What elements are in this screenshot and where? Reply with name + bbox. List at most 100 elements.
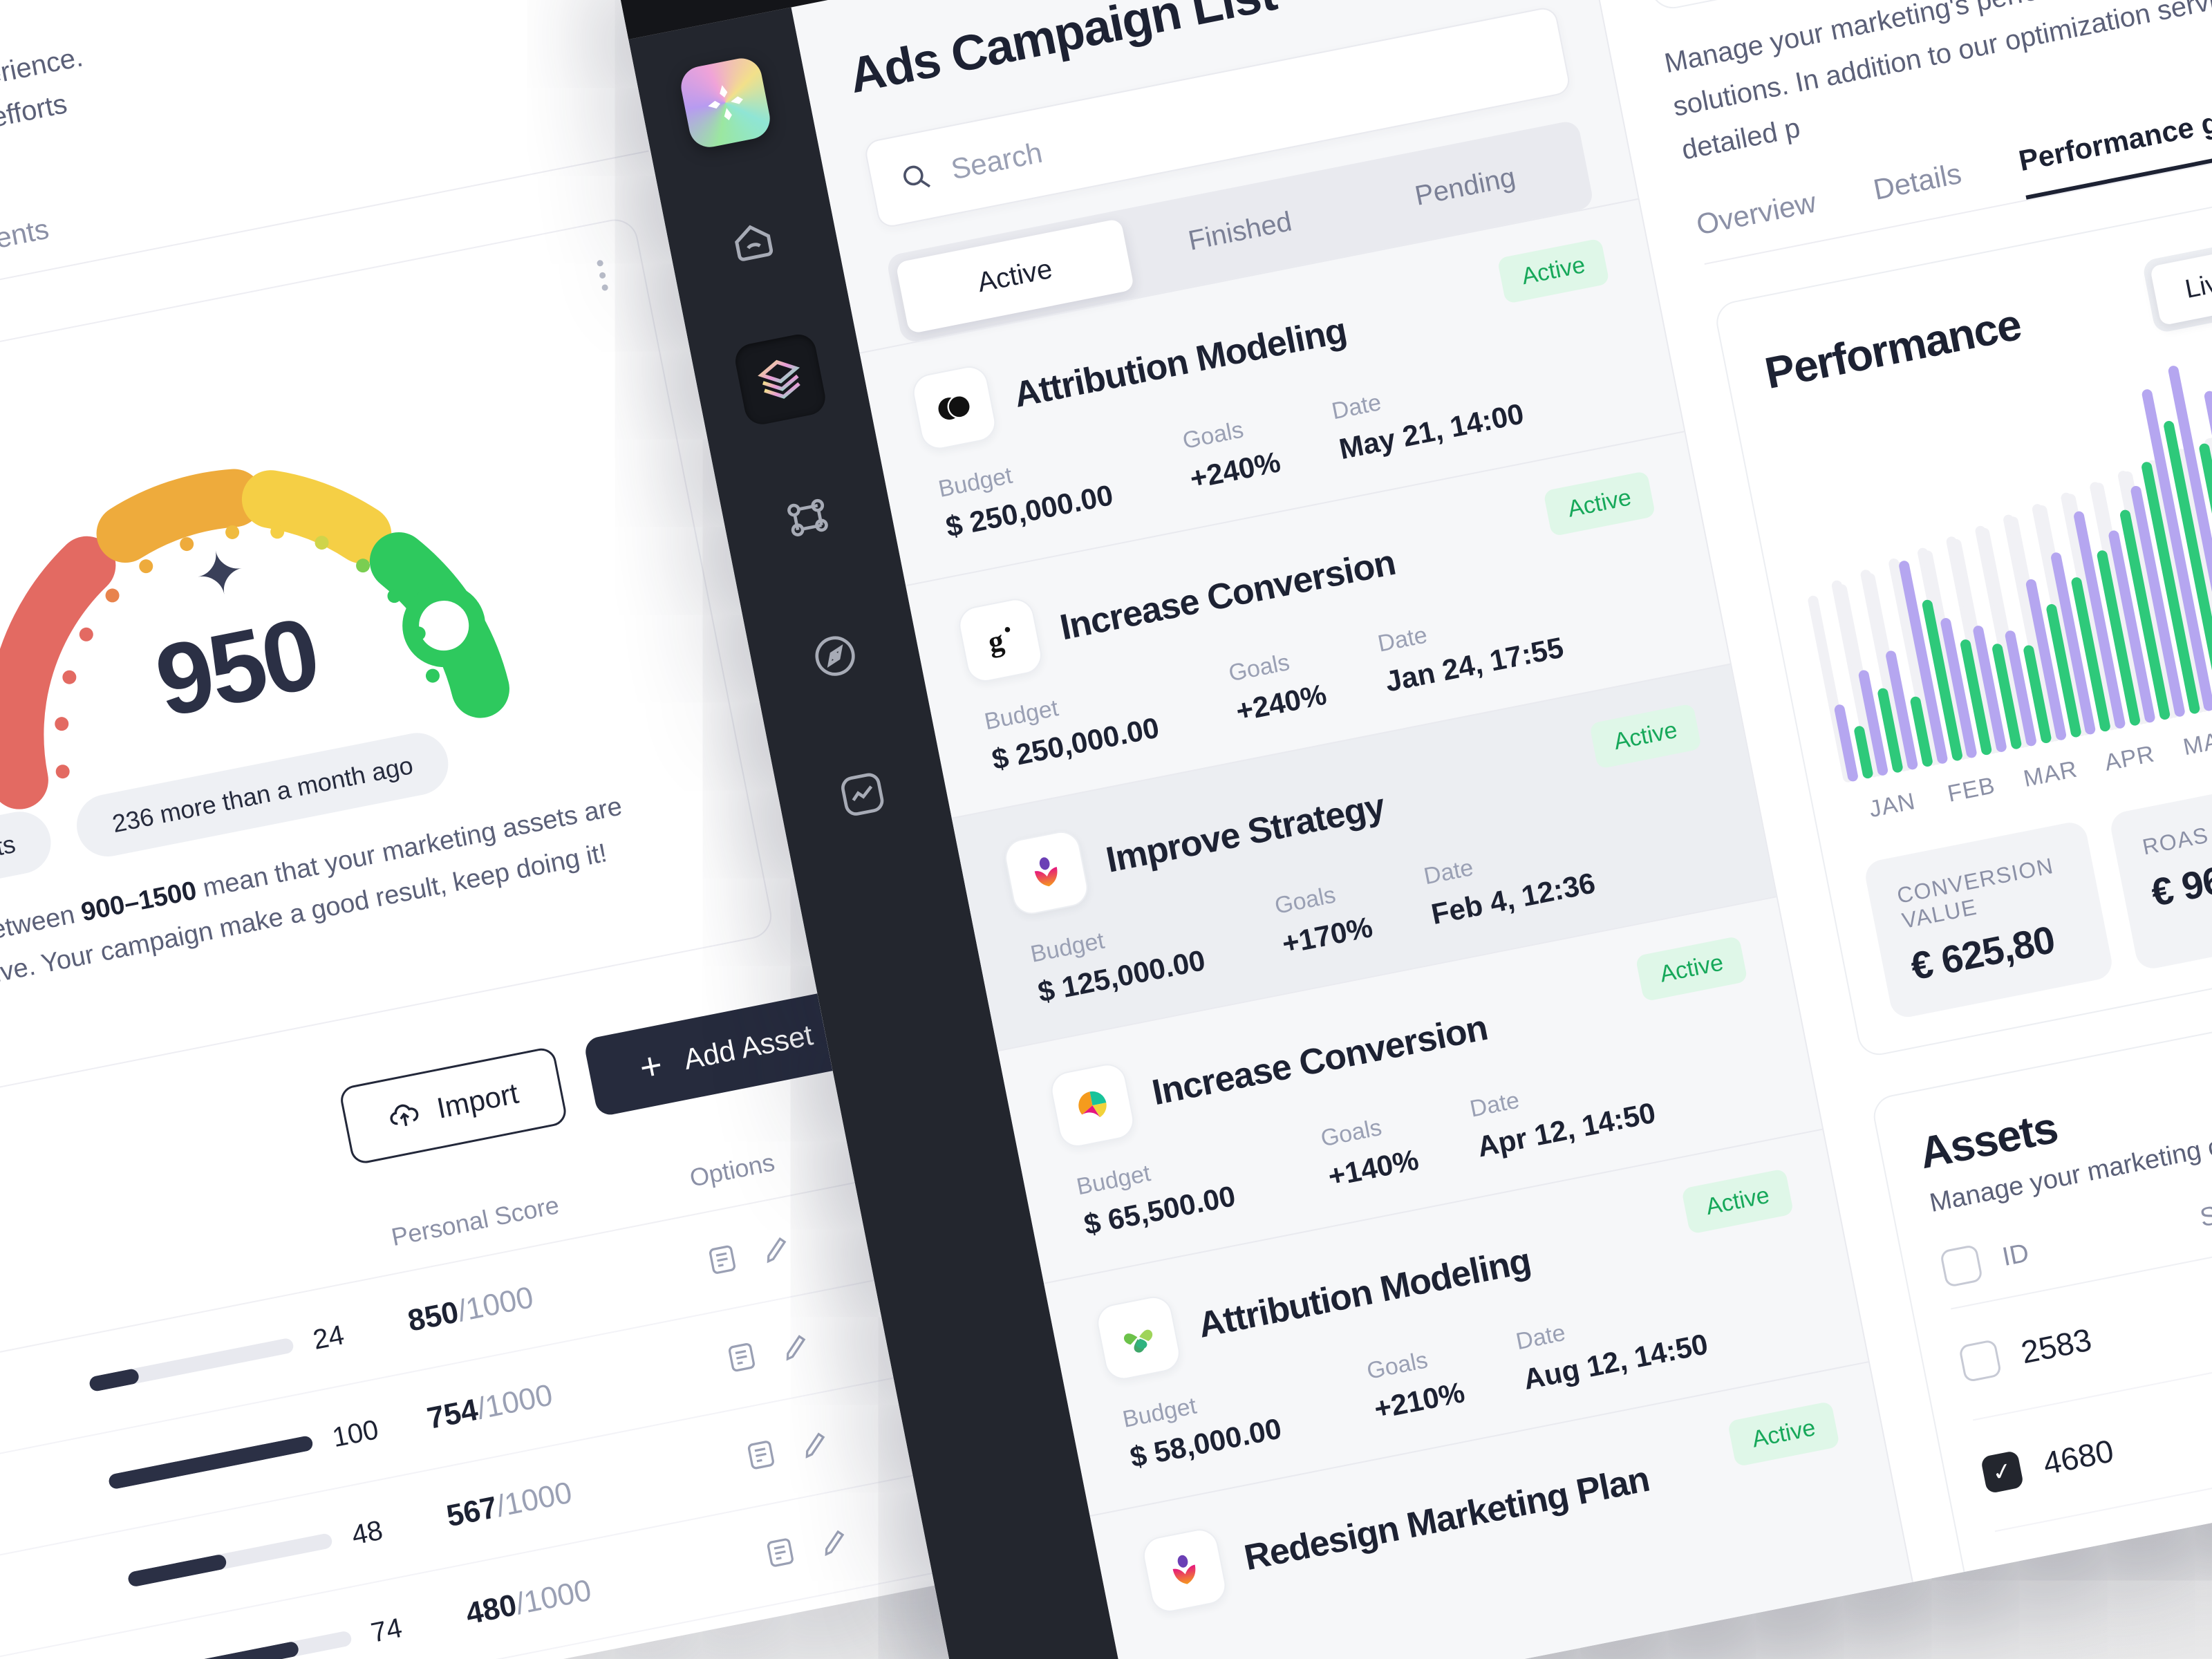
campaign-name: Improve Strategy (1103, 786, 1388, 881)
document-actions: Import Add Asset (0, 987, 865, 1277)
import-label: Import (433, 1076, 521, 1125)
import-button[interactable]: Import (338, 1045, 569, 1166)
performance-title: Performance (1761, 299, 2025, 398)
progress-value: 48 (349, 1515, 386, 1551)
sparkle-diamond-icon (708, 85, 743, 120)
assets-score-table: ss Personal Score Options 24850/10001007… (0, 1116, 1019, 1659)
note-icon[interactable] (704, 1241, 741, 1278)
campaign-logo (1002, 828, 1091, 918)
row-checkbox[interactable]: ✓ (1980, 1450, 2025, 1494)
search-icon (903, 165, 931, 188)
sidebar-rail (628, 7, 1134, 1659)
search-input[interactable]: Search (863, 5, 1572, 229)
row-name (0, 1580, 129, 1638)
sidebar-item-network[interactable] (760, 470, 856, 566)
campaign-list-item[interactable]: Active Increase Conversion Budget $ 65,500.… (997, 896, 1823, 1283)
score-card: Score ✦ 950 (0, 215, 776, 1120)
sidebar-item-compass[interactable] (787, 608, 883, 704)
plus-icon (641, 1057, 661, 1076)
row-checkbox[interactable] (2002, 1561, 2047, 1606)
kpi-roas: ROAS € 960,24 (2108, 771, 2212, 972)
sidebar-item-app-logo[interactable] (677, 55, 774, 151)
row-name (0, 1385, 90, 1443)
progress-value: 24 (310, 1319, 347, 1356)
campaign-name: Increase Conversion (1056, 542, 1399, 648)
edit-icon[interactable] (777, 1328, 814, 1365)
progress-value: 74 (368, 1612, 405, 1649)
upload-cloud-icon (390, 1104, 419, 1127)
tulip-logo-icon (1172, 1555, 1196, 1584)
sidebar-item-activity[interactable] (814, 747, 910, 843)
campaign-list-item[interactable]: Active Improve Strategy Budget $ 125,000.00… (951, 663, 1777, 1051)
tab-documents[interactable]: Documents (0, 212, 52, 272)
range-live[interactable]: Live (2150, 245, 2212, 326)
select-all-checkbox[interactable] (1939, 1244, 1984, 1288)
kpi-conversion-value: CONVERSION VALUE € 625,80 (1862, 819, 2115, 1020)
asset-id: 6392 (2062, 1544, 2139, 1593)
table-body: 24 850/1000 100 754/1000 48 567/1000 74 480/100… (0, 1166, 1019, 1659)
edit-icon[interactable] (758, 1230, 795, 1268)
pie-logo-icon (1078, 1091, 1107, 1118)
app-body: Ads Campaign List Search Active Finished… (628, 0, 2212, 1659)
campaign-name: Increase Conversion (1149, 1007, 1491, 1114)
campaign-list-item[interactable]: Active Redesign Marketing Plan (1089, 1361, 1896, 1656)
campaign-name: Attribution Modeling (1011, 310, 1350, 415)
table-row[interactable]: 48 567/1000 (0, 1361, 1000, 1659)
gauge-arc-icon (0, 469, 509, 809)
campaign-name: Redesign Marketing Plan (1241, 1459, 1653, 1579)
campaign-list-item[interactable]: Active Attribution Modeling Budget $ 250,00… (859, 198, 1685, 585)
assets-card: Assets Manage your marketing campaign as… (1870, 943, 2212, 1652)
chart-tick-label: MAY (2181, 724, 2212, 761)
campaign-rows: Active Attribution Modeling Budget $ 250,00… (859, 198, 1896, 1656)
campaign-logo (1094, 1293, 1183, 1383)
edit-icon[interactable] (796, 1425, 834, 1463)
row-checkbox[interactable] (1958, 1338, 2003, 1383)
home-icon (735, 225, 774, 261)
table-row[interactable]: 24 850/1000 (0, 1166, 961, 1492)
row-options[interactable] (742, 1402, 952, 1473)
row-options[interactable] (704, 1207, 913, 1278)
chart-tick-label: FEB (1945, 772, 1998, 807)
edit-icon[interactable] (816, 1524, 853, 1561)
add-asset-label: Add Asset (681, 1018, 816, 1076)
performance-card: Performance Live 1 W 1 M JAN FEB MAR APR MAY… (1712, 149, 2212, 1059)
search-placeholder: Search (948, 135, 1045, 186)
campaign-avatar (1630, 0, 1777, 13)
activity-icon (841, 773, 884, 816)
chart-tick-label: APR (2102, 740, 2157, 776)
g-letter-logo-icon: g (986, 624, 1011, 659)
tab-performance-groups[interactable]: Performance groups (2016, 90, 2212, 200)
compass-icon (815, 636, 855, 676)
chart-tick-label: JAN (1866, 787, 1918, 823)
clover-logo-icon (1123, 1329, 1153, 1353)
row-options[interactable] (762, 1500, 971, 1571)
sidebar-item-layers[interactable] (732, 331, 829, 428)
asset-id: 2583 (2018, 1321, 2094, 1371)
network-icon (787, 498, 828, 536)
progress-bar (126, 1532, 334, 1588)
table-row[interactable]: 100 754/1000 (0, 1264, 980, 1590)
note-icon[interactable] (762, 1534, 799, 1571)
score-gauge: ✦ 950 (0, 366, 536, 809)
tulip-logo-icon (1034, 857, 1058, 887)
note-icon[interactable] (742, 1436, 780, 1474)
tab-details[interactable]: Details (1871, 156, 1965, 206)
campaign-name: Attribution Modeling (1194, 1241, 1535, 1346)
campaign-list-item[interactable]: Active Attribution Modeling Budget $ 58,000… (1043, 1128, 1868, 1516)
campaign-list-item[interactable]: Active g Increase Conversion Budget $ 250,00… (906, 431, 1730, 818)
header-id: ID (2000, 1238, 2032, 1272)
add-asset-button[interactable]: Add Asset (583, 987, 865, 1118)
asset-id: 4680 (2040, 1432, 2117, 1482)
sidebar-item-home[interactable] (705, 193, 801, 289)
note-icon[interactable] (723, 1339, 760, 1376)
campaign-logo (909, 363, 1000, 453)
progress-bar (88, 1337, 295, 1393)
browser-window: ‹ › adtechs.com ↻ (608, 0, 2212, 1659)
table-row[interactable]: 74 480/1000 (0, 1459, 1019, 1659)
range-selector[interactable]: Live 1 W 1 M (2141, 196, 2212, 334)
progress-value: 100 (330, 1414, 382, 1453)
circles-logo-icon (938, 395, 971, 420)
row-options[interactable] (723, 1304, 932, 1376)
campaign-list-header: Ads Campaign List Search Active Finished… (791, 0, 1638, 353)
tab-overview[interactable]: Overview (1694, 185, 1819, 241)
